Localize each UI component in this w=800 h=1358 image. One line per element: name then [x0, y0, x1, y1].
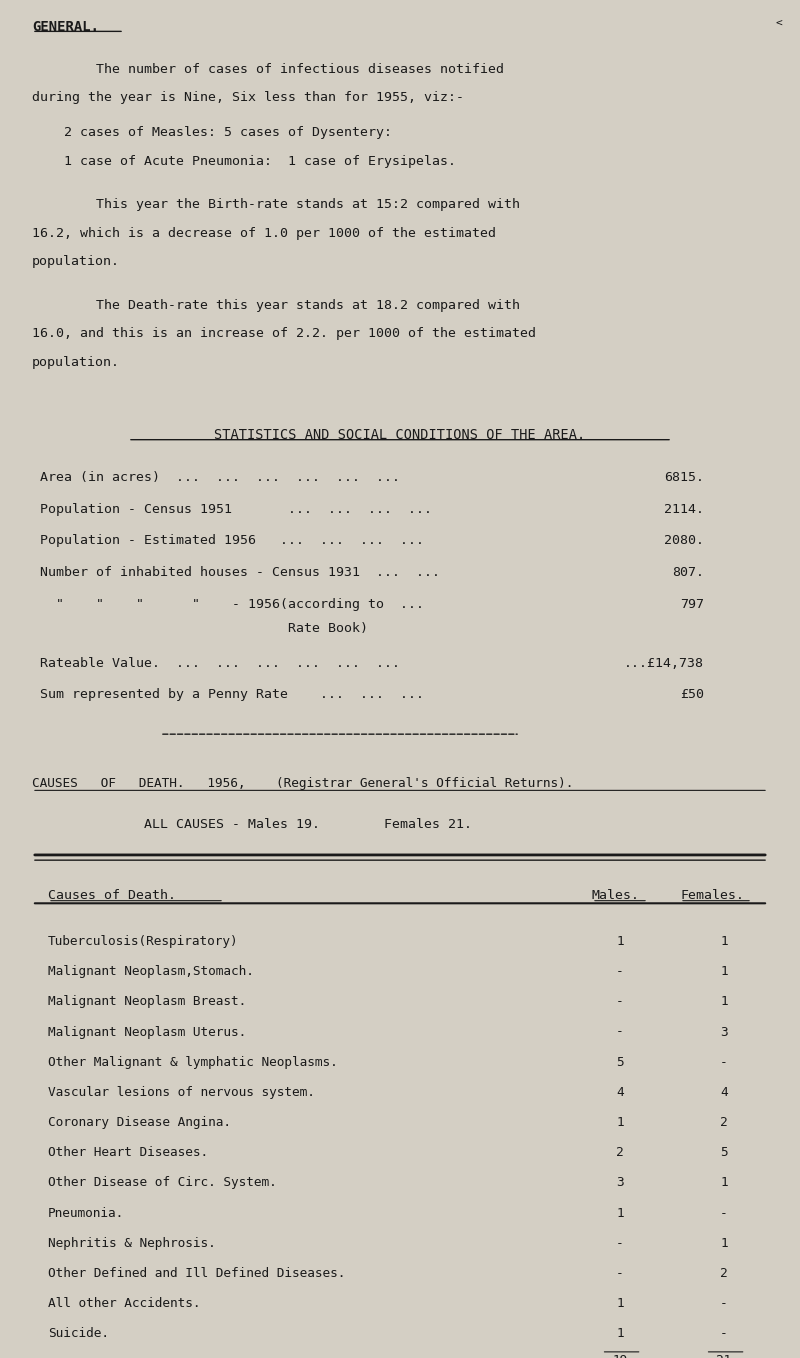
Text: Area (in acres)  ...  ...  ...  ...  ...  ...: Area (in acres) ... ... ... ... ... ...	[40, 471, 400, 483]
Text: "    "    "      "    - 1956(according to  ...: " " " " - 1956(according to ...	[40, 598, 424, 611]
Text: 1: 1	[616, 934, 624, 948]
Text: Males.: Males.	[592, 889, 640, 902]
Text: Pneumonia.: Pneumonia.	[48, 1207, 124, 1219]
Text: 1: 1	[720, 995, 728, 1008]
Text: -: -	[616, 995, 624, 1008]
Text: Number of inhabited houses - Census 1931  ...  ...: Number of inhabited houses - Census 1931…	[40, 566, 440, 579]
Text: Population - Estimated 1956   ...  ...  ...  ...: Population - Estimated 1956 ... ... ... …	[40, 534, 424, 547]
Text: 797: 797	[680, 598, 704, 611]
Text: STATISTICS AND SOCIAL CONDITIONS OF THE AREA.: STATISTICS AND SOCIAL CONDITIONS OF THE …	[214, 428, 586, 441]
Text: 3: 3	[720, 1025, 728, 1039]
Text: 1: 1	[616, 1297, 624, 1310]
Text: Tuberculosis(Respiratory): Tuberculosis(Respiratory)	[48, 934, 238, 948]
Text: -: -	[720, 1055, 728, 1069]
Text: 1: 1	[616, 1116, 624, 1128]
Text: Suicide.: Suicide.	[48, 1327, 109, 1340]
Text: This year the Birth-rate stands at 15:2 compared with: This year the Birth-rate stands at 15:2 …	[32, 198, 520, 210]
Text: 16.0, and this is an increase of 2.2. per 1000 of the estimated: 16.0, and this is an increase of 2.2. pe…	[32, 327, 536, 341]
Text: 4: 4	[720, 1086, 728, 1099]
Text: The Death-rate this year stands at 18.2 compared with: The Death-rate this year stands at 18.2 …	[32, 299, 520, 311]
Text: -: -	[720, 1207, 728, 1219]
Text: Rate Book): Rate Book)	[40, 622, 368, 636]
Text: 2: 2	[720, 1116, 728, 1128]
Text: 2: 2	[720, 1267, 728, 1281]
Text: The number of cases of infectious diseases notified: The number of cases of infectious diseas…	[32, 62, 504, 76]
Text: ALL CAUSES - Males 19.        Females 21.: ALL CAUSES - Males 19. Females 21.	[144, 818, 472, 831]
Text: 3: 3	[616, 1176, 624, 1190]
Text: Nephritis & Nephrosis.: Nephritis & Nephrosis.	[48, 1237, 216, 1249]
Text: £50: £50	[680, 689, 704, 701]
Text: -: -	[720, 1327, 728, 1340]
Text: 16.2, which is a decrease of 1.0 per 1000 of the estimated: 16.2, which is a decrease of 1.0 per 100…	[32, 227, 496, 239]
Text: <: <	[776, 18, 782, 29]
Text: 1: 1	[720, 1176, 728, 1190]
Text: 5: 5	[616, 1055, 624, 1069]
Text: 807.: 807.	[672, 566, 704, 579]
Text: 1 case of Acute Pneumonia:  1 case of Erysipelas.: 1 case of Acute Pneumonia: 1 case of Ery…	[32, 155, 456, 168]
Text: 1: 1	[720, 1237, 728, 1249]
Text: Females.: Females.	[680, 889, 744, 902]
Text: Vascular lesions of nervous system.: Vascular lesions of nervous system.	[48, 1086, 315, 1099]
Text: Population - Census 1951       ...  ...  ...  ...: Population - Census 1951 ... ... ... ...	[40, 502, 432, 516]
Text: 5: 5	[720, 1146, 728, 1160]
Text: Other Disease of Circ. System.: Other Disease of Circ. System.	[48, 1176, 277, 1190]
Text: -: -	[616, 1025, 624, 1039]
Text: 1: 1	[720, 934, 728, 948]
Text: during the year is Nine, Six less than for 1955, viz:-: during the year is Nine, Six less than f…	[32, 91, 464, 105]
Text: -: -	[720, 1297, 728, 1310]
Text: Rateable Value.  ...  ...  ...  ...  ...  ...: Rateable Value. ... ... ... ... ... ...	[40, 656, 400, 669]
Text: CAUSES   OF   DEATH.   1956,    (Registrar General's Official Returns).: CAUSES OF DEATH. 1956, (Registrar Genera…	[32, 777, 574, 790]
Text: Malignant Neoplasm Breast.: Malignant Neoplasm Breast.	[48, 995, 246, 1008]
Text: population.: population.	[32, 356, 120, 369]
Text: 2080.: 2080.	[664, 534, 704, 547]
Text: 21: 21	[716, 1354, 732, 1358]
Text: 1: 1	[616, 1207, 624, 1219]
Text: Other Heart Diseases.: Other Heart Diseases.	[48, 1146, 208, 1160]
Text: Coronary Disease Angina.: Coronary Disease Angina.	[48, 1116, 231, 1128]
Text: Sum represented by a Penny Rate    ...  ...  ...: Sum represented by a Penny Rate ... ... …	[40, 689, 424, 701]
Text: Causes of Death.: Causes of Death.	[48, 889, 176, 902]
Text: 19: 19	[612, 1354, 628, 1358]
Text: -: -	[616, 1237, 624, 1249]
Text: 2114.: 2114.	[664, 502, 704, 516]
Text: 2 cases of Measles: 5 cases of Dysentery:: 2 cases of Measles: 5 cases of Dysentery…	[32, 126, 392, 139]
Text: population.: population.	[32, 255, 120, 269]
Text: Malignant Neoplasm,Stomach.: Malignant Neoplasm,Stomach.	[48, 966, 254, 978]
Text: Other Malignant & lymphatic Neoplasms.: Other Malignant & lymphatic Neoplasms.	[48, 1055, 338, 1069]
Text: All other Accidents.: All other Accidents.	[48, 1297, 201, 1310]
Text: -: -	[616, 966, 624, 978]
Text: 4: 4	[616, 1086, 624, 1099]
Text: 2: 2	[616, 1146, 624, 1160]
Text: Other Defined and Ill Defined Diseases.: Other Defined and Ill Defined Diseases.	[48, 1267, 346, 1281]
Text: 1: 1	[616, 1327, 624, 1340]
Text: 6815.: 6815.	[664, 471, 704, 483]
Text: Malignant Neoplasm Uterus.: Malignant Neoplasm Uterus.	[48, 1025, 246, 1039]
Text: 1: 1	[720, 966, 728, 978]
Text: ...£14,738: ...£14,738	[624, 656, 704, 669]
Text: GENERAL.: GENERAL.	[32, 19, 99, 34]
Text: -: -	[616, 1267, 624, 1281]
